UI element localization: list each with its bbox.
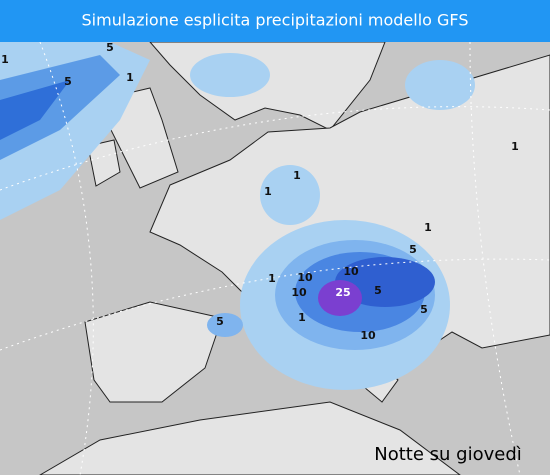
contour-label: 5 [374,284,382,297]
contour-label: 5 [420,303,428,316]
contour-label: 1 [126,71,134,84]
title-bar [0,0,550,42]
graticule [0,41,550,475]
contour-label: 10 [360,329,376,342]
contour-label: 5 [106,41,114,54]
contour-label: 1 [424,221,432,234]
title: Simulazione esplicita precipitazioni mod… [82,11,469,30]
contour-label: 1 [1,53,9,66]
contour-label: 1 [268,272,276,285]
contour-label: 25 [335,286,350,299]
contour-label: 5 [409,243,417,256]
contour-label: 10 [297,271,313,284]
contour-label: 1 [293,169,301,182]
contour-label: 5 [64,75,72,88]
contour-label: 1 [511,140,519,153]
contour-label: 1 [264,185,272,198]
contour-label: 5 [216,315,224,328]
contour-label: 10 [291,286,307,299]
contour-label: 10 [343,265,359,278]
contour-label: 1 [298,311,306,324]
caption: Notte su giovedì [374,444,522,465]
